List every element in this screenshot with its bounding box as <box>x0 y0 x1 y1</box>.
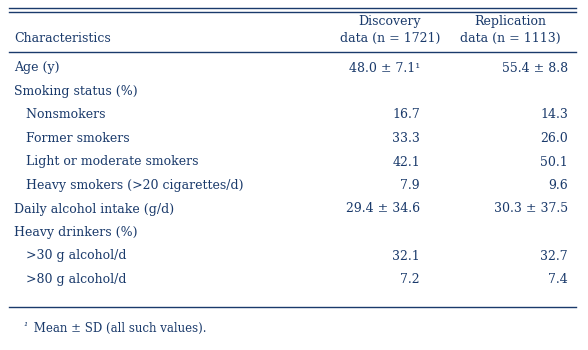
Text: 26.0: 26.0 <box>540 132 568 145</box>
Text: Discovery
data (n = 1721): Discovery data (n = 1721) <box>340 15 440 45</box>
Text: Smoking status (%): Smoking status (%) <box>14 85 138 98</box>
Text: 32.7: 32.7 <box>540 250 568 262</box>
Text: 7.9: 7.9 <box>400 179 420 192</box>
Text: >80 g alcohol/d: >80 g alcohol/d <box>14 273 126 286</box>
Text: Daily alcohol intake (g/d): Daily alcohol intake (g/d) <box>14 203 174 216</box>
Text: Heavy drinkers (%): Heavy drinkers (%) <box>14 226 138 239</box>
Text: 14.3: 14.3 <box>540 108 568 121</box>
Text: 29.4 ± 34.6: 29.4 ± 34.6 <box>346 203 420 216</box>
Text: 48.0 ± 7.1¹: 48.0 ± 7.1¹ <box>349 62 420 75</box>
Text: Age (y): Age (y) <box>14 62 59 75</box>
Text: Heavy smokers (>20 cigarettes/d): Heavy smokers (>20 cigarettes/d) <box>14 179 243 192</box>
Text: Nonsmokers: Nonsmokers <box>14 108 105 121</box>
Text: 33.3: 33.3 <box>392 132 420 145</box>
Text: 42.1: 42.1 <box>392 155 420 168</box>
Text: 30.3 ± 37.5: 30.3 ± 37.5 <box>494 203 568 216</box>
Text: Characteristics: Characteristics <box>14 32 111 44</box>
Text: 50.1: 50.1 <box>540 155 568 168</box>
Text: 9.6: 9.6 <box>548 179 568 192</box>
Text: Replication
data (n = 1113): Replication data (n = 1113) <box>460 15 560 45</box>
Text: 16.7: 16.7 <box>392 108 420 121</box>
Text: 7.4: 7.4 <box>548 273 568 286</box>
Text: 32.1: 32.1 <box>392 250 420 262</box>
Text: Mean ± SD (all such values).: Mean ± SD (all such values). <box>30 322 206 335</box>
Text: >30 g alcohol/d: >30 g alcohol/d <box>14 250 126 262</box>
Text: Light or moderate smokers: Light or moderate smokers <box>14 155 199 168</box>
Text: 55.4 ± 8.8: 55.4 ± 8.8 <box>502 62 568 75</box>
Text: ¹: ¹ <box>24 322 28 331</box>
Text: Former smokers: Former smokers <box>14 132 129 145</box>
Text: 7.2: 7.2 <box>400 273 420 286</box>
